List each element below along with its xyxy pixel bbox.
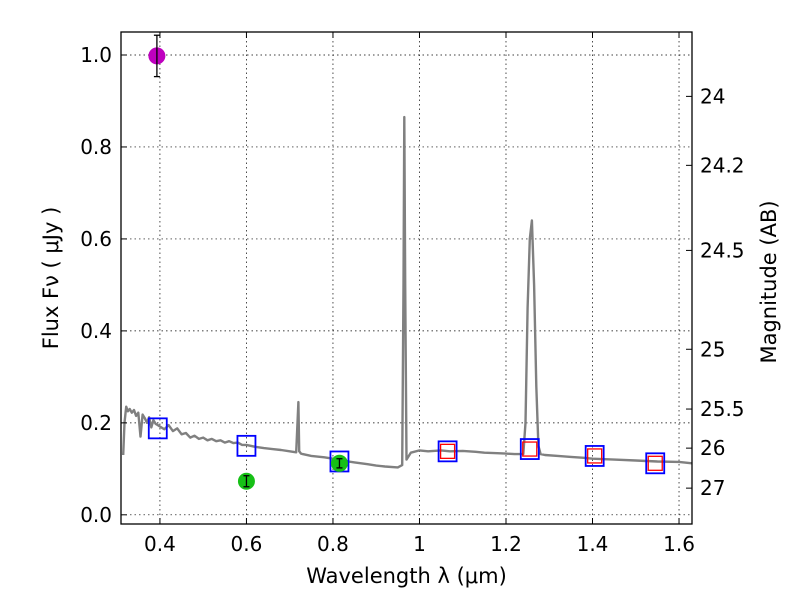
model-photometry-box xyxy=(519,438,540,460)
y-tick-label: 0.2 xyxy=(80,411,112,435)
observed-nir-box xyxy=(439,443,456,459)
right-axis-title: Magnitude (AB) xyxy=(757,200,781,363)
right-tick-label: 27 xyxy=(700,476,725,500)
x-axis-title: Wavelength λ (μm) xyxy=(306,564,507,588)
model-photometry-box xyxy=(236,434,257,457)
y-tick-label: 0.4 xyxy=(80,319,112,343)
plot-frame xyxy=(120,31,693,525)
right-tick-label: 25.5 xyxy=(700,397,745,421)
x-tick-label: 0.6 xyxy=(231,532,263,556)
spectrum-layer xyxy=(122,115,693,469)
model-photometry-box xyxy=(645,452,666,475)
x-tick-label: 0.4 xyxy=(144,532,176,556)
right-tick-label: 24.5 xyxy=(700,238,745,262)
x-tick-label: 0.8 xyxy=(317,532,349,556)
model-photometry-box xyxy=(584,445,605,467)
x-tick-label: 1.2 xyxy=(490,532,522,556)
model-photometry-box xyxy=(437,440,458,463)
y-tick-label: 0.0 xyxy=(80,503,112,527)
y-tick-label: 0.8 xyxy=(80,135,112,159)
x-tick-label: 1.4 xyxy=(577,532,609,556)
spectrum-line xyxy=(122,115,693,469)
y-tick-label: 0.6 xyxy=(80,227,112,251)
right-tick-label: 24 xyxy=(700,84,725,108)
right-tick-label: 25 xyxy=(700,337,725,361)
y-axis-title: Flux Fν ( μJy ) xyxy=(39,207,63,350)
y-tick-label: 1.0 xyxy=(80,43,112,67)
model-photometry-box xyxy=(147,417,168,440)
right-tick-label: 24.2 xyxy=(700,153,745,177)
observed-nir-box xyxy=(522,441,538,457)
right-tick-label: 26 xyxy=(700,436,725,460)
x-tick-label: 1 xyxy=(413,532,426,556)
axis-ticks: 0.4 0.6 0.8 1 1.2 1.4 1.6 0.0 0.2 0.4 0.6 0.8 1.0 24 2… xyxy=(80,32,745,556)
observed-nir-box xyxy=(587,448,603,464)
x-tick-label: 1.6 xyxy=(663,532,695,556)
grid-lines xyxy=(121,32,692,524)
photometry-layer xyxy=(147,34,666,490)
observed-nir-box xyxy=(647,455,663,471)
